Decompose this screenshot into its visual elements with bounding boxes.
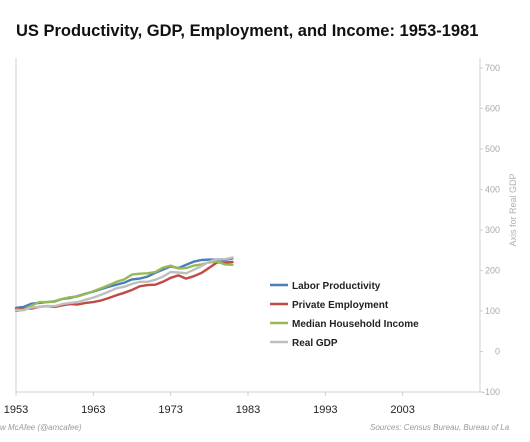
legend-label-private-employment: Private Employment [292, 300, 389, 311]
series-lines [14, 256, 234, 313]
y-tick-label: 300 [485, 225, 500, 235]
sources-text: Sources: Census Bureau, Bureau of La [370, 423, 510, 432]
x-tick-labels: 1953 1963 1973 1983 1993 2003 [4, 392, 415, 416]
y-tick-labels: -100 0 100 200 300 400 500 600 700 [480, 63, 500, 397]
x-tick-label: 1993 [313, 404, 337, 416]
y-tick-label: 100 [485, 306, 500, 316]
legend-label-median-household-income: Median Household Income [292, 319, 419, 330]
series-line-real-gdp [14, 256, 234, 312]
y-tick-label: 500 [485, 144, 500, 154]
legend-label-labor-productivity: Labor Productivity [292, 281, 381, 292]
y-tick-label: 400 [485, 185, 500, 195]
x-tick-label: 1953 [4, 404, 28, 416]
y2-axis-label: Axis for Real GDP [508, 173, 518, 246]
x-tick-label: 1973 [158, 404, 182, 416]
x-tick-label: 1983 [236, 404, 260, 416]
credit-text: w McAfee (@amcafee) [0, 423, 82, 432]
y-tick-label: 0 [495, 347, 500, 357]
legend: Labor Productivity Private Employment Medi… [270, 281, 419, 349]
y-tick-label: 700 [485, 63, 500, 73]
legend-label-real-gdp: Real GDP [292, 338, 338, 349]
y-tick-label: 200 [485, 266, 500, 276]
x-tick-label: 2003 [390, 404, 414, 416]
chart-title: US Productivity, GDP, Employment, and In… [16, 22, 479, 40]
y-tick-label: -100 [482, 387, 500, 397]
axes [15, 58, 481, 393]
y-tick-label: 600 [485, 104, 500, 114]
x-tick-label: 1963 [81, 404, 105, 416]
series-line-median-household-income [14, 260, 234, 313]
